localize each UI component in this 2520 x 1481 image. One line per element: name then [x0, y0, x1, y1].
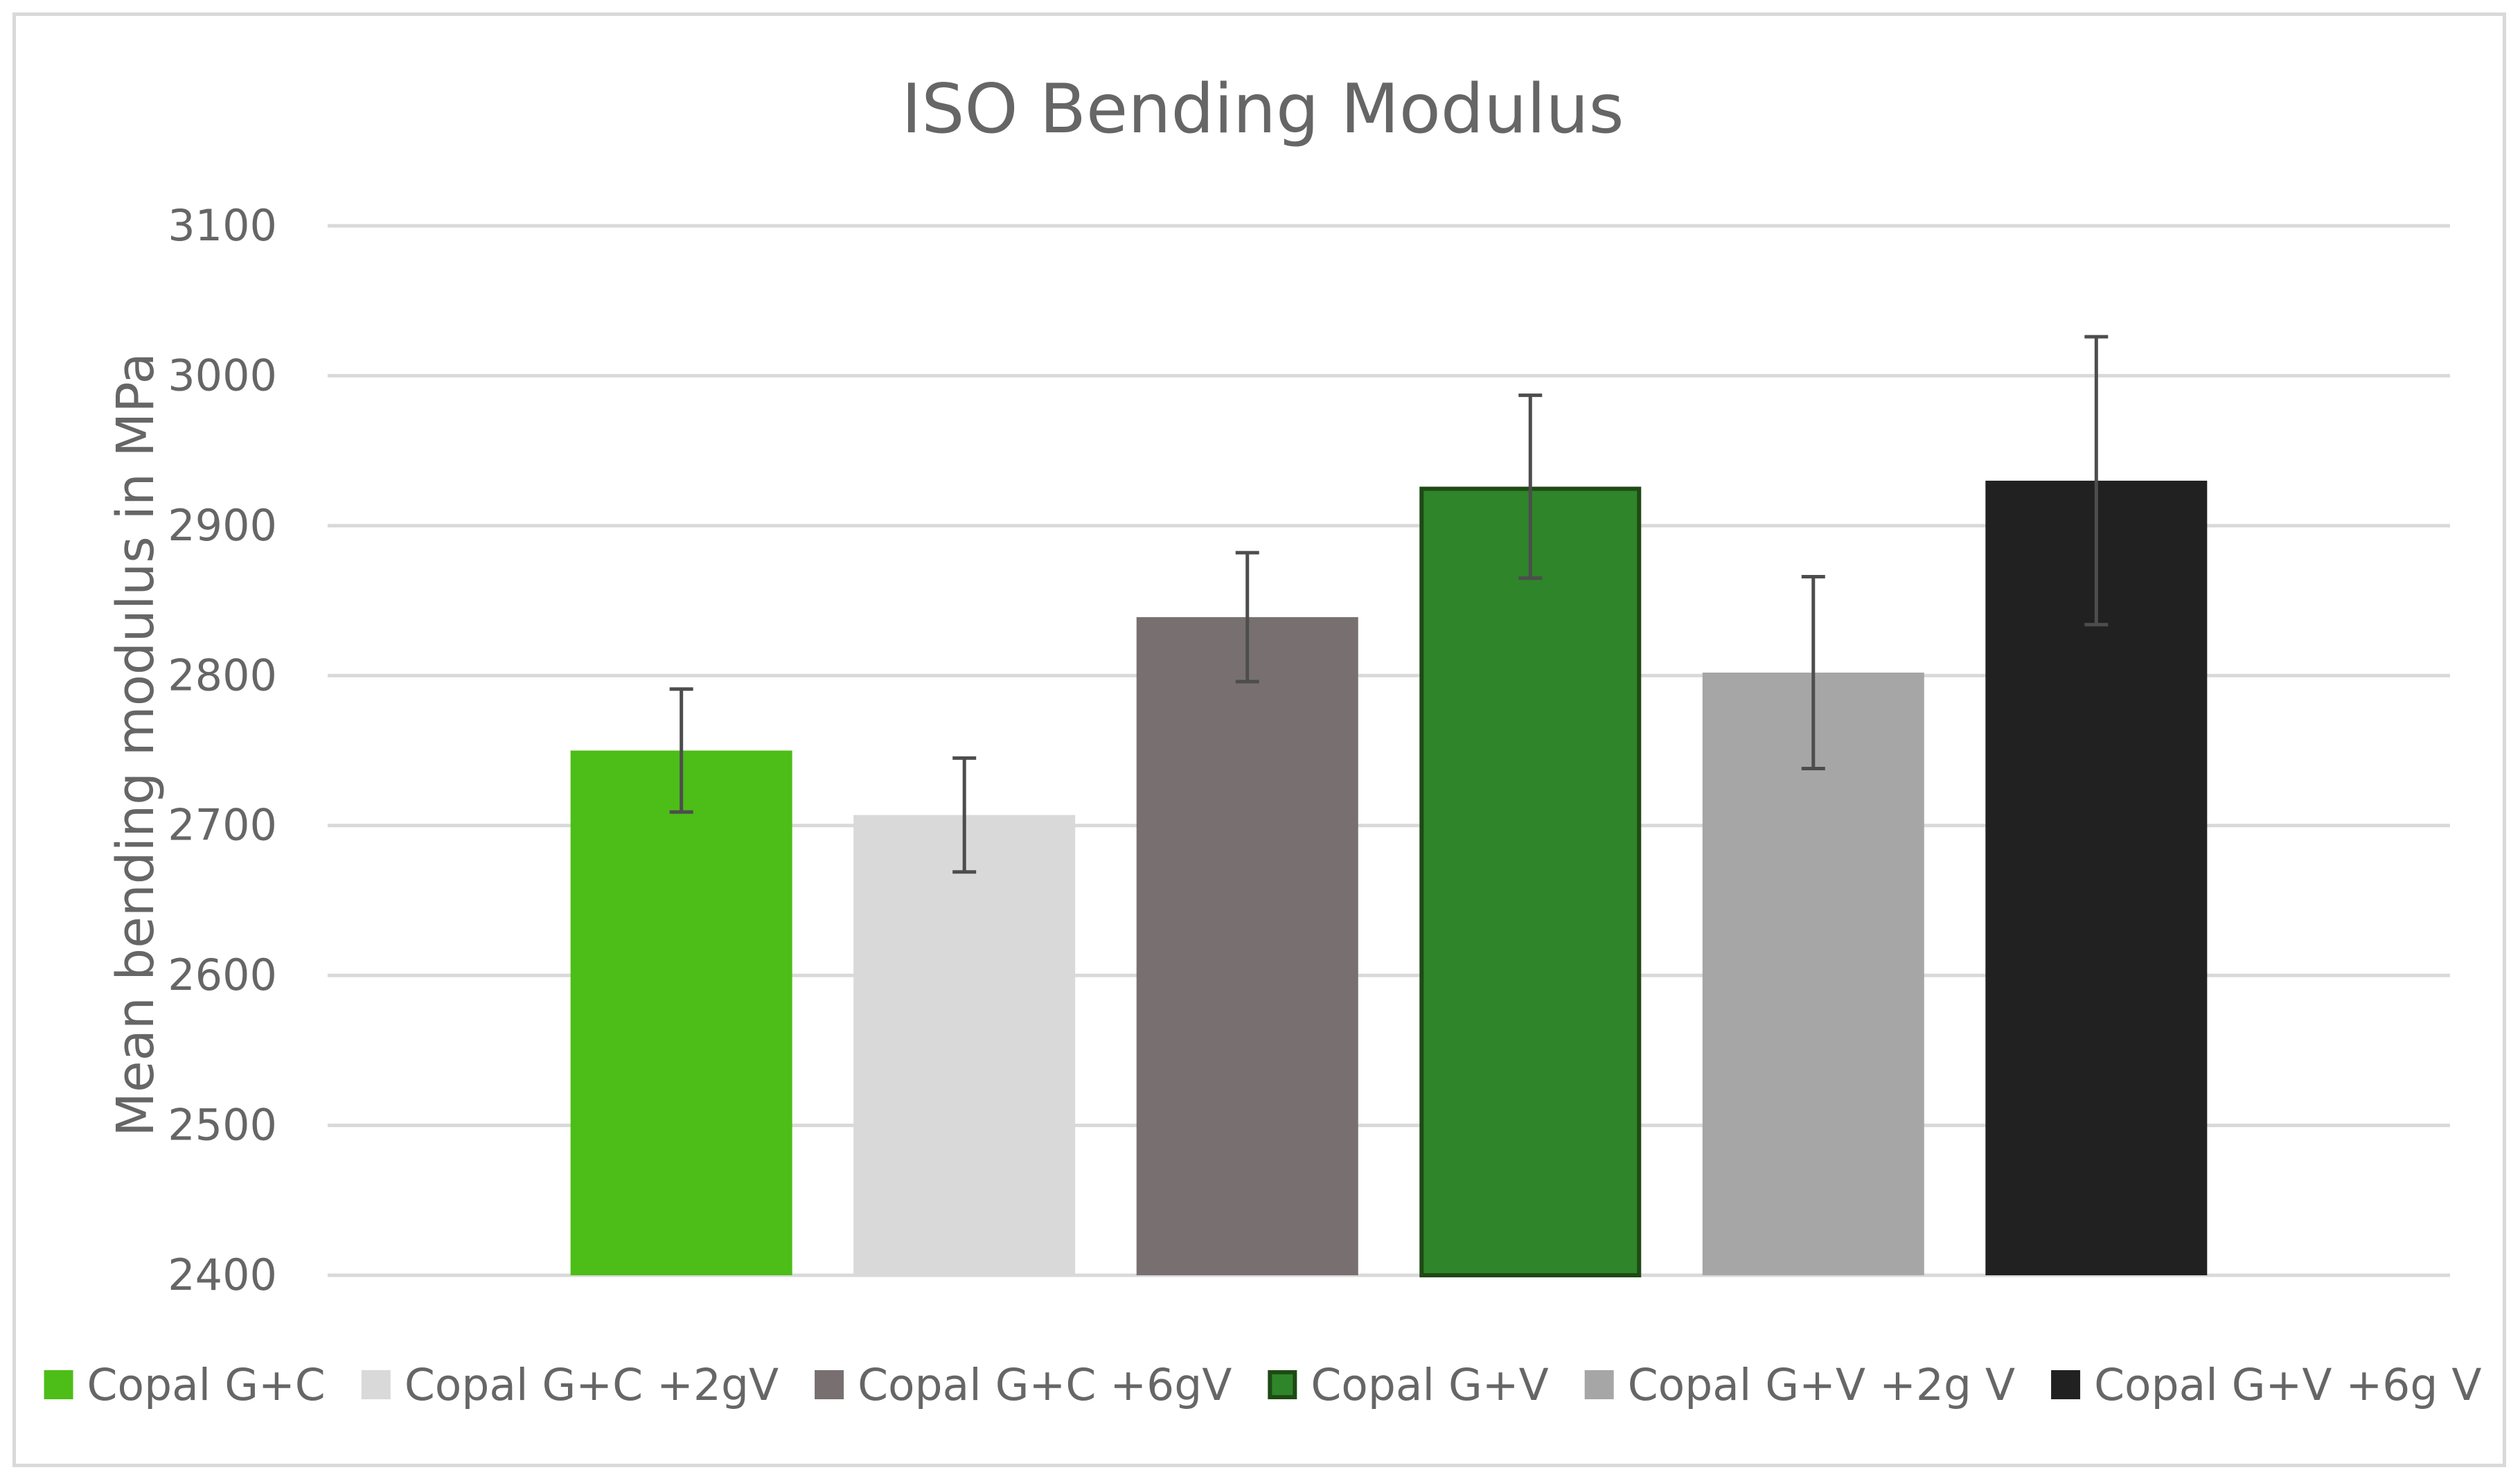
bar: [853, 815, 1076, 1275]
y-tick-label: 3100: [168, 200, 277, 251]
y-tick-label: 2700: [168, 800, 277, 851]
legend-swatch: [361, 1370, 391, 1399]
bar: [1136, 617, 1358, 1275]
legend-label: Copal G+C +6gV: [858, 1360, 1232, 1410]
legend-swatch: [2051, 1370, 2081, 1399]
chart-title: ISO Bending Modulus: [901, 70, 1624, 149]
y-tick-label: 2600: [168, 950, 277, 1000]
bar: [570, 750, 792, 1275]
bars: [570, 480, 2208, 1277]
legend-swatch: [44, 1370, 73, 1399]
legend-label: Copal G+C: [87, 1360, 326, 1410]
chart-svg: ISO Bending Modulus Mean bending modulus…: [44, 70, 2481, 1410]
error-bars: [669, 335, 2109, 874]
legend-label: Copal G+V +6g V: [2094, 1360, 2481, 1410]
legend-swatch: [1584, 1370, 1614, 1399]
bar: [1702, 672, 1924, 1275]
y-tick-label: 2800: [168, 650, 277, 700]
legend-swatch: [1268, 1370, 1297, 1399]
y-tick-label: 2500: [168, 1100, 277, 1151]
chart-frame: ISO Bending Modulus Mean bending modulus…: [12, 12, 2506, 1467]
legend-label: Copal G+C +2gV: [405, 1360, 779, 1410]
y-tick-label: 3000: [168, 350, 277, 400]
legend-label: Copal G+V +2g V: [1628, 1360, 2015, 1410]
legend: Copal G+C Copal G+C +2gV Copal G+C +6gV Cop…: [44, 1360, 2481, 1410]
y-axis-title: Mean bending modulus in MPa: [106, 353, 166, 1137]
bar: [1419, 486, 1642, 1277]
y-tick-label: 2900: [168, 500, 277, 551]
y-tick-labels: 3100 3000 2900 2800 2700 2600 2500 2400: [168, 200, 277, 1300]
y-tick-label: 2400: [168, 1250, 277, 1300]
legend-swatch: [815, 1370, 844, 1399]
legend-label: Copal G+V: [1311, 1360, 1548, 1410]
